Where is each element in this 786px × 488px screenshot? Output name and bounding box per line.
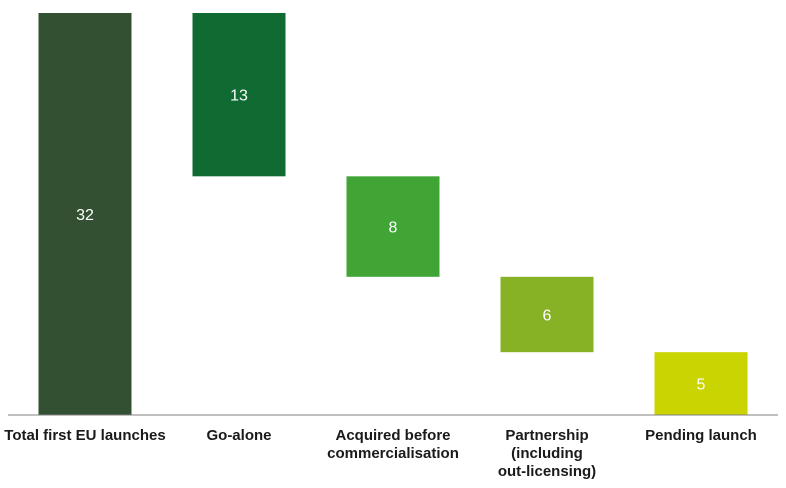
category-label-line: (including [511, 445, 583, 462]
category-label-line: Go-alone [206, 427, 271, 444]
category-label-3: Partnership (including out-licensing) [498, 427, 596, 480]
bar-value-label-1: 13 [230, 88, 248, 105]
category-label-0: Total first EU launches [4, 427, 165, 444]
bar-3 [500, 276, 594, 353]
category-label-line: out-licensing) [498, 463, 596, 480]
category-label-line: Pending launch [645, 427, 757, 444]
category-label-line: Acquired before [335, 427, 450, 444]
category-label-line: Total first EU launches [4, 427, 165, 444]
bar-4 [654, 352, 748, 415]
category-label-1: Go-alone [206, 427, 271, 444]
category-label-4: Pending launch [645, 427, 757, 444]
bar-2 [346, 176, 440, 277]
bar-value-label-4: 5 [697, 377, 706, 394]
bar-0 [38, 13, 132, 415]
bar-value-label-2: 8 [389, 220, 398, 237]
bar-1 [192, 13, 286, 177]
category-label-line: commercialisation [327, 445, 459, 462]
category-label-2: Acquired before commercialisation [327, 427, 459, 462]
bar-value-label-3: 6 [543, 308, 552, 325]
category-label-line: Partnership [505, 427, 588, 444]
bar-value-label-0: 32 [76, 207, 94, 224]
